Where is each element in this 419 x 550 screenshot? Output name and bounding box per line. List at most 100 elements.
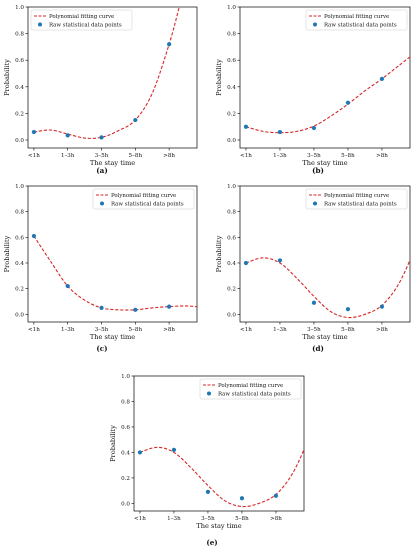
fitting-curve-line [139,446,304,508]
y-tick-label: 0.0 [227,138,236,144]
x-tick-label: 1–3h [273,327,287,333]
y-tick-label: 0.4 [227,85,236,91]
x-axis-label: The stay time [196,522,241,530]
x-tick-label: >8h [376,153,388,159]
y-tick-label: 0.8 [15,32,24,38]
panel-label: (d) [312,344,324,353]
data-point [273,493,279,498]
y-tick-label: 0.8 [121,399,130,405]
data-point [311,125,317,131]
x-tick-label: <1h [240,327,252,333]
x-tick-label: 5–8h [129,327,143,333]
legend-curve-label: Polynomial fitting curve [111,193,176,199]
data-point [345,307,351,312]
y-tick-label: 0.4 [227,261,236,267]
x-tick-label: 1–3h [61,327,75,333]
data-point [379,76,385,81]
y-tick-label: 0.2 [15,287,24,293]
y-tick-label: 0.8 [227,32,236,38]
data-point [31,233,37,239]
x-axis-label: The stay time [302,333,347,341]
y-tick-label: 1.0 [121,374,130,380]
data-point [133,117,138,123]
panel-label: (a) [96,166,107,175]
data-point [31,129,37,135]
legend-box [92,188,195,210]
y-axis-label: Probability [3,59,11,96]
y-axis-label: Probability [109,425,117,462]
axes-frame [133,375,305,512]
legend-points-label: Raw statistical data points [324,202,397,208]
y-tick-label: 0.2 [121,476,130,482]
legend-curve-label: Polynomial fitting curve [49,14,114,20]
legend-points-label: Raw statistical data points [111,202,184,208]
data-point [205,489,211,494]
x-tick-label: 5–8h [341,327,355,333]
data-point [345,100,351,105]
x-tick-label: 3–5h [307,327,321,333]
y-tick-label: 0.0 [121,501,130,507]
y-tick-label: 0.2 [227,287,236,293]
data-point [167,304,172,309]
y-tick-label: 0.4 [15,261,24,267]
x-tick-label: 5–8h [129,153,143,159]
x-tick-label: 5–8h [341,153,355,159]
y-tick-label: 0.8 [227,210,236,216]
data-point [99,135,104,140]
legend-curve-label: Polynomial fitting curve [324,193,389,199]
chart-panel-a: 0.0 0.2 0.4 0.6 0.8 1.0 <1h 1–3h 3–5h 5–8h >8h The … [3,5,198,175]
y-tick-label: 0.6 [15,235,24,241]
x-axis-label: The stay time [90,333,135,341]
legend-points-swatch [207,391,211,396]
data-point [379,304,385,309]
x-tick-label: 1–3h [61,153,75,159]
chart-panel-e: 0.0 0.2 0.4 0.6 0.8 1.0 <1h 1–3h 3–5h 5–8h >8h The … [109,374,305,547]
y-tick-label: 0.4 [121,450,130,456]
axes-frame [239,185,411,323]
fitting-curve-line [33,7,180,139]
data-point [277,258,283,263]
chart-panel-d: 0.0 0.2 0.4 0.6 0.8 1.0 <1h 1–3h 3–5h 5–8h >8h The … [215,184,411,353]
x-tick-label: <1h [240,153,252,159]
legend-curve-label: Polynomial fitting curve [218,383,283,389]
y-tick-label: 0.6 [227,235,236,241]
legend-box [305,188,408,210]
x-tick-label: 1–3h [273,153,287,159]
legend-points-label: Raw statistical data points [324,23,397,29]
fitting-curve-line [33,235,197,311]
data-point [65,133,70,138]
y-tick-label: 0.0 [15,138,24,144]
data-point [243,124,249,129]
y-tick-label: 0.8 [15,210,24,216]
legend-box [30,9,133,31]
data-point [65,283,70,289]
y-axis-label: Probability [3,235,11,272]
legend-box [199,378,302,400]
fitting-curve-line [245,56,410,134]
x-tick-label: 3–5h [201,516,215,522]
axes-frame [27,6,198,149]
x-tick-label: 3–5h [307,153,321,159]
fitting-curve-line [245,257,410,319]
x-tick-label: <1h [28,153,40,159]
x-tick-label: 1–3h [167,516,181,522]
legend-points-label: Raw statistical data points [218,392,291,398]
data-point [277,129,283,135]
panel-label: (c) [96,344,107,353]
data-point [243,260,249,266]
legend-points-swatch [100,201,104,206]
data-point [311,300,317,305]
y-tick-label: 0.0 [15,312,24,318]
legend-points-swatch [38,22,42,27]
y-tick-label: 0.4 [15,85,24,91]
x-tick-label: 3–5h [95,153,109,159]
data-point [167,42,172,47]
x-tick-label: >8h [163,153,175,159]
axes-frame [27,185,198,323]
y-tick-label: 1.0 [15,5,24,11]
data-point [171,447,177,452]
x-axis-label: The stay time [90,159,135,167]
y-tick-label: 1.0 [227,184,236,190]
y-tick-label: 0.2 [15,111,24,117]
